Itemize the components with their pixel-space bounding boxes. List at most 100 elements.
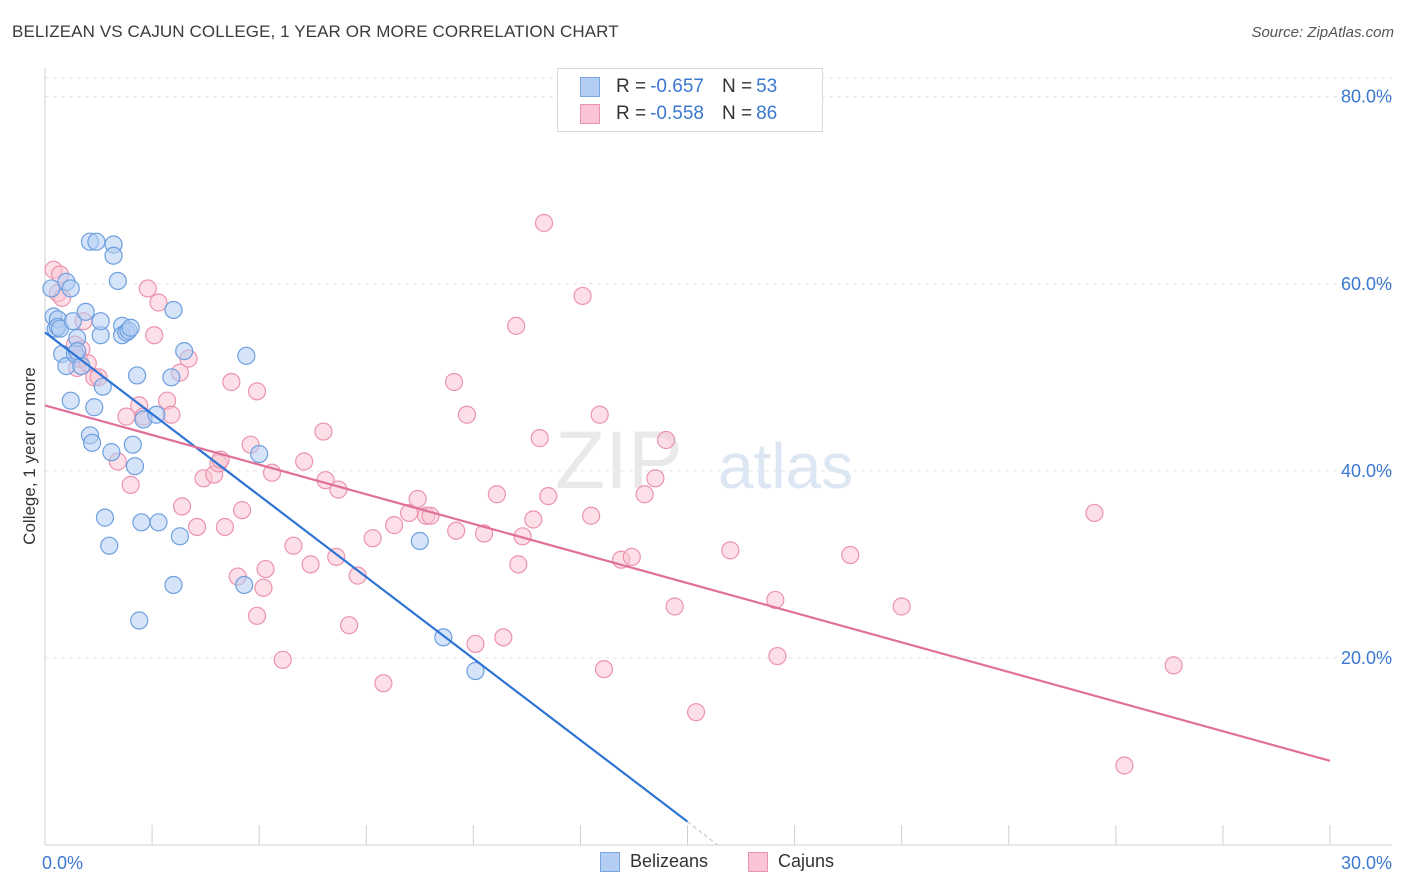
- legend-item-belizeans: Belizeans: [600, 851, 708, 872]
- cajuns-legend-swatch: [748, 851, 768, 872]
- cajun-point: [374, 674, 393, 693]
- gridlines: [45, 77, 1392, 659]
- belizean-point: [123, 435, 142, 454]
- cajun-point: [594, 660, 614, 679]
- cajun-point: [215, 517, 234, 537]
- belizean-point: [130, 611, 149, 630]
- belizean-point: [104, 246, 123, 265]
- cajun-point: [768, 646, 787, 666]
- belizean-point: [237, 346, 256, 365]
- cajun-point: [665, 597, 684, 616]
- cajun-point: [232, 501, 252, 520]
- watermark-zip: ZIP: [555, 415, 683, 506]
- n-label: N =: [721, 76, 753, 97]
- cajun-point: [466, 634, 485, 653]
- belizeans-points: [42, 232, 485, 681]
- cajun-point: [686, 703, 706, 722]
- cajun-point: [474, 524, 494, 543]
- cajun-point: [340, 616, 359, 635]
- cajun-point: [841, 545, 860, 565]
- trend-lines: [44, 331, 1331, 846]
- cajun-point: [447, 521, 466, 540]
- cajun-point: [582, 506, 601, 525]
- r-value: -0.558: [650, 103, 704, 124]
- legend-row-cajuns: R = -0.558 N = 86: [580, 102, 777, 126]
- r-label: R =: [616, 103, 647, 124]
- x-tick-label: 0.0%: [42, 853, 83, 873]
- belizean-point: [63, 312, 82, 331]
- cajun-point: [295, 452, 314, 471]
- y-tick-label: 20.0%: [1341, 648, 1392, 668]
- cajun-point: [509, 555, 528, 574]
- cajun-point: [314, 422, 333, 441]
- legend-item-cajuns: Cajuns: [748, 851, 834, 872]
- r-value: -0.657: [650, 76, 704, 97]
- belizeans-swatch: [580, 77, 600, 97]
- belizean-point: [175, 342, 194, 361]
- belizean-point: [95, 508, 115, 527]
- belizean-point: [83, 433, 102, 452]
- belizean-point: [87, 232, 106, 251]
- cajun-point: [487, 485, 506, 504]
- belizeans-trend-line: [44, 331, 689, 823]
- belizean-point: [61, 279, 80, 298]
- source-credit: Source: ZipAtlas.com: [1251, 24, 1394, 41]
- cajun-point: [363, 529, 382, 548]
- axes: [44, 68, 1392, 846]
- cajun-point: [457, 405, 477, 424]
- cajuns-swatch: [580, 104, 600, 124]
- cajun-point: [408, 489, 427, 509]
- belizean-point: [42, 279, 61, 298]
- cajun-point: [1085, 503, 1104, 523]
- belizean-point: [149, 513, 168, 532]
- cajun-point: [622, 547, 641, 567]
- cajun-point: [187, 517, 207, 537]
- belizean-point: [100, 536, 119, 555]
- cajun-point: [635, 485, 654, 504]
- n-value: 53: [756, 76, 778, 97]
- cajun-point: [590, 405, 609, 424]
- cajun-point: [507, 316, 526, 335]
- cajun-point: [284, 536, 303, 555]
- belizeans-legend-swatch: [600, 851, 620, 872]
- belizean-point: [410, 531, 429, 551]
- cajun-point: [524, 510, 543, 529]
- cajun-point: [539, 487, 558, 506]
- cajuns-trend-line: [44, 404, 1331, 762]
- belizean-point: [61, 391, 80, 410]
- belizean-point: [235, 575, 254, 595]
- watermark: ZIP atlas: [555, 415, 853, 506]
- belizean-point: [170, 527, 190, 546]
- belizean-point: [102, 443, 121, 462]
- belizean-point: [164, 575, 183, 595]
- cajun-point: [247, 606, 267, 625]
- y-tick-label: 60.0%: [1341, 274, 1392, 294]
- y-tick-label: 80.0%: [1341, 87, 1392, 107]
- cajun-point: [301, 555, 320, 574]
- cajun-point: [513, 527, 532, 546]
- cajun-point: [121, 475, 140, 494]
- cajun-point: [534, 213, 554, 233]
- cajun-point: [172, 497, 192, 516]
- belizean-point: [250, 444, 269, 464]
- belizean-point: [121, 318, 140, 337]
- cajun-point: [892, 597, 911, 616]
- x-tick-label: 30.0%: [1341, 853, 1392, 873]
- cajun-point: [254, 578, 273, 597]
- cajun-point: [646, 469, 665, 488]
- cajun-point: [1115, 756, 1134, 775]
- belizean-point: [125, 457, 145, 476]
- belizean-point: [76, 302, 95, 321]
- cajun-point: [444, 372, 464, 392]
- cajun-point: [138, 279, 157, 298]
- belizean-point: [91, 312, 110, 331]
- cajun-point: [656, 430, 676, 450]
- legend-label-belizeans: Belizeans: [630, 851, 709, 871]
- legend-label-cajuns: Cajuns: [778, 851, 835, 871]
- cajun-point: [329, 480, 348, 499]
- belizean-point: [466, 661, 485, 681]
- cajun-point: [273, 650, 292, 669]
- cajun-point: [384, 516, 404, 535]
- tick-labels: 20.0% 40.0% 60.0% 80.0% 0.0% 30.0%: [42, 87, 1392, 873]
